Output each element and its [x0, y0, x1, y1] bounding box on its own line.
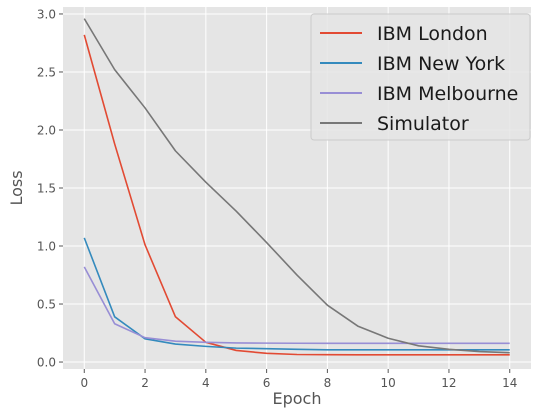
y-tick-label: 2.5 — [37, 65, 56, 79]
x-tick-label: 0 — [80, 376, 88, 390]
y-tick-label: 3.0 — [37, 7, 56, 21]
x-ticks: 0 2 4 6 8 10 12 14 — [80, 369, 517, 390]
y-tick-label: 0.5 — [37, 298, 56, 312]
x-tick-label: 10 — [381, 376, 396, 390]
series-line-3 — [83, 18, 510, 354]
x-tick-label: 8 — [324, 376, 332, 390]
legend-label: IBM Melbourne — [377, 83, 518, 105]
x-tick-label: 6 — [263, 376, 271, 390]
series-line-1 — [83, 237, 510, 351]
y-tick-label: 0.0 — [37, 356, 56, 370]
series-line-0 — [83, 34, 510, 356]
y-tick-label: 1.0 — [37, 240, 56, 254]
legend-label: IBM New York — [377, 53, 505, 75]
x-tick-label: 4 — [202, 376, 210, 390]
y-tick-label: 2.0 — [37, 123, 56, 137]
y-tick-label: 1.5 — [37, 182, 56, 196]
y-ticks: 0.0 0.5 1.0 1.5 2.0 2.5 3.0 — [37, 7, 63, 370]
legend: IBM London IBM New York IBM Melbourne Simul… — [310, 13, 531, 141]
x-axis-label: Epoch — [273, 389, 322, 408]
series-lines — [83, 18, 510, 356]
legend-label: Simulator — [377, 113, 469, 135]
x-tick-label: 14 — [502, 376, 517, 390]
x-tick-label: 12 — [441, 376, 456, 390]
y-axis-label: Loss — [7, 170, 26, 205]
legend-label: IBM London — [377, 23, 488, 45]
x-tick-label: 2 — [141, 376, 149, 390]
legend-box — [310, 13, 531, 141]
series-line-2 — [83, 266, 510, 345]
